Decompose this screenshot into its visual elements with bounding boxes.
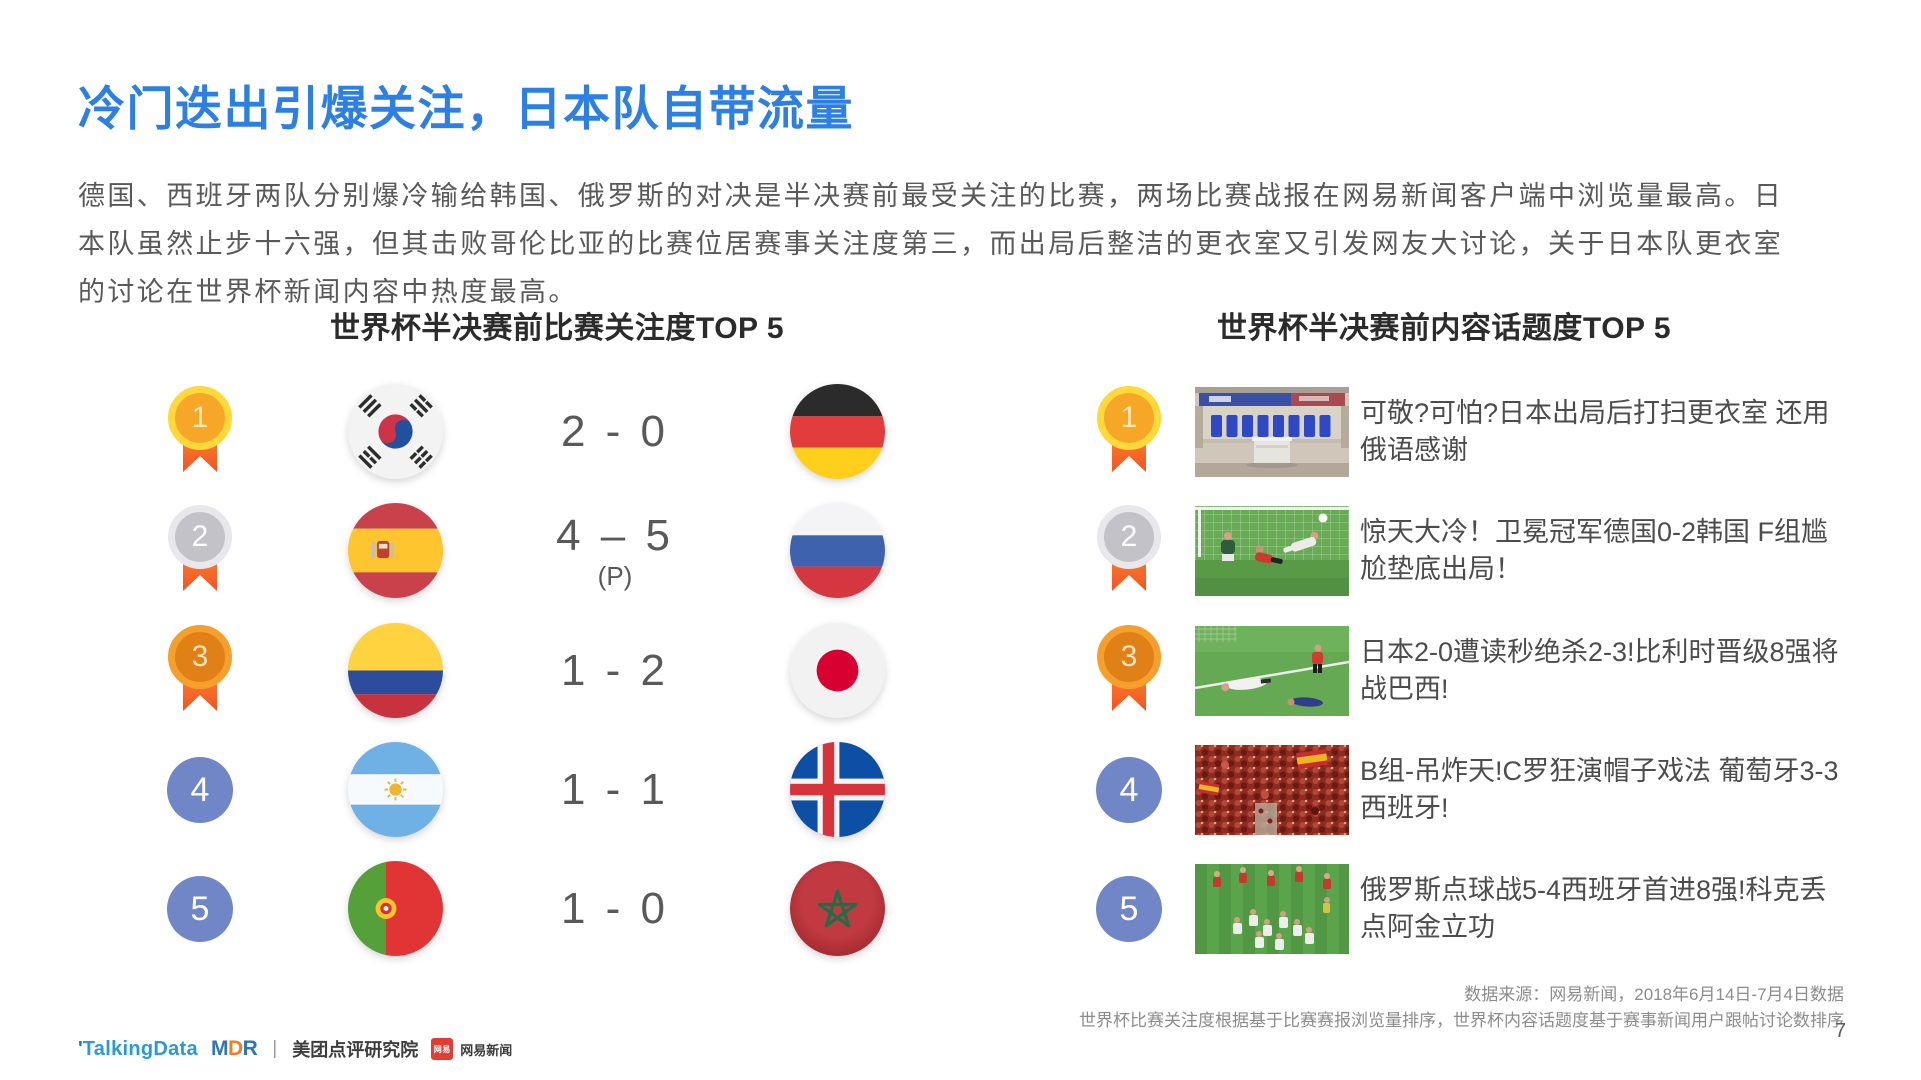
news-headline: 可敬?可怕?日本出局后打扫更衣室 还用俄语感谢: [1360, 398, 1830, 465]
meituan-dianping-logo-text: 美团点评研究院: [292, 1040, 419, 1060]
flag-argentina-icon: [348, 742, 443, 837]
rank-number: 2: [1097, 505, 1161, 569]
bronze-medal-icon: 3: [168, 621, 232, 721]
match-score: 1 - 2: [500, 621, 730, 721]
news-row-5: 5: [1090, 859, 1880, 959]
rank-badge: 5: [1096, 876, 1162, 942]
russia-celebration-photo: [1195, 864, 1349, 954]
news-row-2: 2 惊天大冷！卫冕冠军德国0-2韩国 F组尴尬垫底出局！: [1090, 501, 1880, 601]
intro-paragraph: 德国、西班牙两队分别爆冷输给韩国、俄罗斯的对决是半决赛前最受关注的比赛，两场比赛…: [78, 181, 1784, 307]
news-row-1: 1 可敬?可怕?日本出局后打扫更衣室 还用俄语感谢: [1090, 382, 1880, 482]
page-title: 冷门迭出引爆关注，日本队自带流量: [78, 82, 854, 135]
talkingdata-logo-text: TalkingData: [82, 1037, 198, 1060]
match-row-2: 2 4 – 5 (P): [150, 501, 920, 601]
rank-badge: 4: [1096, 757, 1162, 823]
match-score: 4 – 5 (P): [500, 501, 730, 601]
score-value: 2 - 0: [560, 407, 670, 456]
source-line-2: 世界杯比赛关注度根据基于比赛赛报浏览量排序，世界杯内容话题度基于赛事新闻用户跟帖…: [1079, 1011, 1844, 1030]
score-value: 1 - 1: [560, 765, 670, 814]
locker-room-photo: [1195, 387, 1349, 477]
flag-germany-icon: [790, 384, 885, 479]
silver-medal-icon: 2: [168, 501, 232, 601]
flag-morocco-icon: [790, 861, 885, 956]
rank-badge: 4: [167, 757, 233, 823]
match-score: 1 - 0: [500, 859, 730, 959]
flag-colombia-icon: [348, 623, 443, 718]
logo-separator: |: [272, 1038, 278, 1059]
score-value: 1 - 2: [560, 646, 670, 695]
score-note: (P): [597, 560, 633, 591]
score-value: 1 - 0: [560, 884, 670, 933]
source-line-1: 数据来源：网易新闻，2018年6月14日-7月4日数据: [1464, 985, 1844, 1004]
flag-russia-icon: [790, 503, 885, 598]
page-number: 7: [1834, 1020, 1846, 1042]
score-value: 4 – 5: [556, 510, 674, 560]
mdr-letter-r: R: [242, 1037, 258, 1060]
rank-badge: 5: [167, 876, 233, 942]
flag-spain-icon: [348, 503, 443, 598]
gold-medal-icon: 1: [1097, 382, 1161, 482]
data-source-note: 数据来源：网易新闻，2018年6月14日-7月4日数据 世界杯比赛关注度根据基于…: [1079, 982, 1844, 1034]
netease-news-logo-text: 网易新闻: [460, 1042, 513, 1058]
rank-number: 3: [1097, 625, 1161, 689]
match-score: 2 - 0: [500, 382, 730, 482]
netease-badge-icon: 网易: [431, 1038, 454, 1060]
match-row-3: 3 1 - 2: [150, 621, 920, 721]
match-row-1: 1 2 - 0: [150, 382, 920, 482]
match-score: 1 - 1: [500, 740, 730, 840]
flag-iceland-icon: [790, 742, 885, 837]
mdr-letter-m: M: [210, 1037, 229, 1060]
rank-number: 1: [168, 386, 232, 450]
right-section-title: 世界杯半决赛前内容话题度TOP 5: [1216, 312, 1672, 345]
rank-number: 3: [168, 625, 232, 689]
news-row-3: 3 日本2-0遭读秒绝杀2-3!比利时晋级8强将战巴西!: [1090, 621, 1880, 721]
goal-scramble-photo: [1195, 506, 1349, 596]
players-down-photo: [1195, 626, 1349, 716]
flag-south-korea-icon: [348, 384, 443, 479]
rank-number: 2: [168, 505, 232, 569]
news-headline: 日本2-0遭读秒绝杀2-3!比利时晋级8强将战巴西!: [1360, 637, 1839, 704]
news-headline: B组-吊炸天!C罗狂演帽子戏法 葡萄牙3-3西班牙!: [1360, 756, 1839, 823]
talkingdata-quote-icon: ': [78, 1037, 83, 1060]
spain-fans-photo: [1195, 745, 1349, 835]
news-headline: 俄罗斯点球战5-4西班牙首进8强!科克丢点阿金立功: [1360, 875, 1827, 942]
gold-medal-icon: 1: [168, 382, 232, 482]
news-headline: 惊天大冷！卫冕冠军德国0-2韩国 F组尴尬垫底出局！: [1360, 517, 1829, 584]
mdr-logo: MDR: [210, 1037, 258, 1061]
flag-portugal-icon: [348, 861, 443, 956]
match-row-4: 4 1 - 1: [150, 740, 920, 840]
rank-number: 1: [1097, 386, 1161, 450]
footer-logos: 'TalkingData MDR | 美团点评研究院 网易 网易新闻: [78, 1034, 512, 1064]
talkingdata-logo: 'TalkingData: [78, 1038, 198, 1061]
mdr-letter-d: D: [227, 1037, 243, 1060]
match-row-5: 5 1 - 0: [150, 859, 920, 959]
left-section-title: 世界杯半决赛前比赛关注度TOP 5: [329, 312, 785, 345]
silver-medal-icon: 2: [1097, 501, 1161, 601]
flag-japan-icon: [790, 623, 885, 718]
bronze-medal-icon: 3: [1097, 621, 1161, 721]
news-row-4: 4 B组-吊炸天!C罗狂演帽子戏法 葡萄牙3-3西班牙!: [1090, 740, 1880, 840]
